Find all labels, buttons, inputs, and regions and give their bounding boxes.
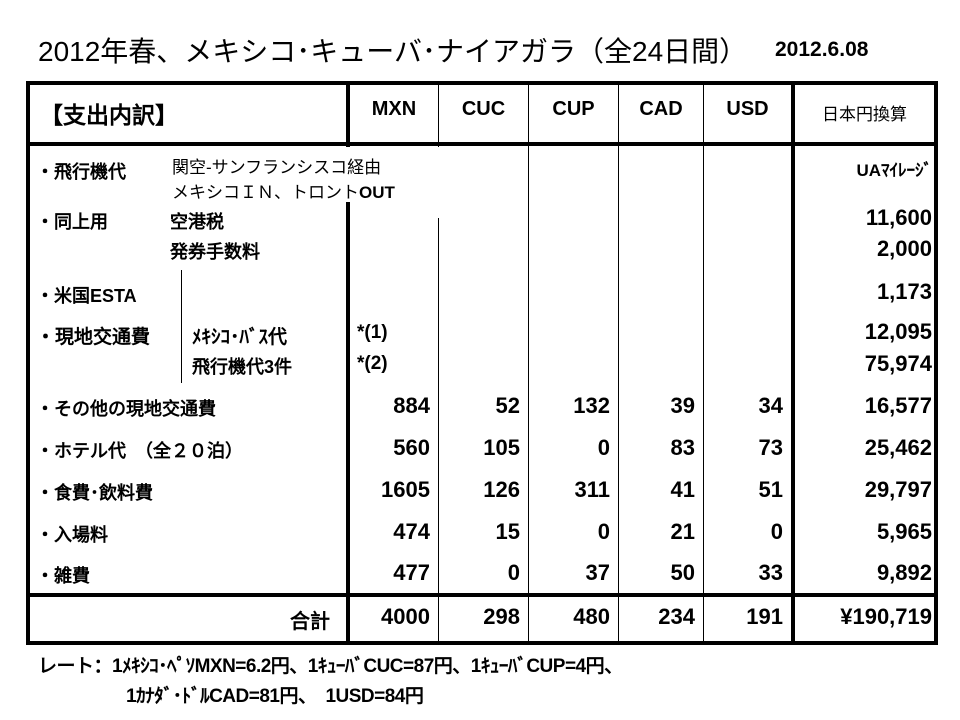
row-label-flight: ・飛行機代 (36, 162, 126, 182)
ticket-fee-label: 発券手数料 (170, 242, 260, 262)
header-divider (26, 142, 938, 146)
ref-2: *(2) (357, 353, 388, 374)
table-border-bottom (26, 641, 938, 645)
col-header-usd: USD (726, 98, 769, 120)
airport-tax-label: 空港税 (170, 212, 224, 232)
cell-usd: 51 (758, 477, 783, 502)
flight-inout-note: メキシコＩＮ、トロント (172, 183, 359, 202)
col-divider (346, 81, 350, 147)
row-label: ・雑費 (36, 566, 90, 586)
table-border-left (26, 81, 30, 645)
cell-cad: 50 (670, 560, 695, 585)
flight-jpy: UAﾏｲﾚｰｼﾞ (856, 161, 932, 180)
cell-mxn: 474 (393, 519, 430, 544)
cell-usd: 33 (758, 560, 783, 585)
ref-1: *(1) (357, 322, 388, 343)
flight3-label: 飛行機代3件 (192, 357, 293, 377)
cell-cad: 83 (670, 435, 695, 460)
exchange-rates: レート：1ﾒｷｼｺ･ﾍﾟｿMXN=6.2円、1ｷｭｰﾊﾞCUC=87円、1ｷｭｰ… (38, 652, 623, 712)
total-label: 合計 (290, 611, 330, 633)
col-header-cad: CAD (639, 98, 683, 120)
cell-usd: 73 (758, 435, 783, 460)
cell-cuc: 126 (483, 477, 520, 502)
col-divider (703, 81, 704, 645)
cell-cuc: 52 (495, 393, 520, 418)
cell-cad: 39 (670, 393, 695, 418)
total-jpy: ¥190,719 (840, 604, 932, 629)
total-mxn: 4000 (381, 604, 430, 629)
total-divider (26, 593, 938, 597)
ticket-fee-jpy: 2,000 (876, 236, 932, 261)
header-label: 【支出内訳】 (40, 102, 178, 128)
row-label: ・その他の現地交通費 (36, 399, 216, 419)
total-cuc: 298 (483, 604, 520, 629)
col-divider (346, 202, 350, 645)
flight-out-note: OUT (359, 183, 395, 202)
rate-line-1: レート：1ﾒｷｼｺ･ﾍﾟｿMXN=6.2円、1ｷｭｰﾊﾞCUC=87円、1ｷｭｰ… (38, 656, 623, 677)
col-header-cup: CUP (552, 98, 595, 120)
page-title: 2012年春、メキシコ･キューバ･ナイアガラ（全24日間） (38, 36, 748, 67)
cell-jpy: 5,965 (876, 519, 932, 544)
col-divider (618, 81, 619, 645)
row-label-transport: ・現地交通費 (36, 327, 151, 348)
cell-cuc: 0 (507, 560, 520, 585)
table-border-top (26, 81, 938, 85)
row-label: ・入場料 (36, 525, 108, 545)
cell-jpy: 16,577 (864, 393, 932, 418)
date: 2012.6.08 (775, 38, 869, 61)
row-label: ・食費･飲料費 (36, 483, 153, 503)
col-header-jpy: 日本円換算 (822, 105, 907, 124)
col-divider (528, 81, 529, 645)
col-divider (791, 81, 795, 645)
cell-cup: 0 (597, 435, 610, 460)
table-border-right (934, 81, 938, 645)
esta-jpy: 1,173 (876, 279, 932, 304)
cell-usd: 0 (770, 519, 783, 544)
bus-fare-label: ﾒｷｼｺ･ﾊﾞｽ代 (192, 327, 288, 348)
flight-route-note: 関空‐サンフランシスコ経由 (172, 158, 382, 177)
cell-mxn: 560 (393, 435, 430, 460)
cell-jpy: 9,892 (876, 560, 932, 585)
cell-cup: 37 (585, 560, 610, 585)
row-label: ・ホテル代 （全２０泊） (36, 441, 243, 461)
cell-cup: 0 (597, 519, 610, 544)
flight3-jpy: 75,974 (864, 351, 932, 376)
cell-mxn: 477 (393, 560, 430, 585)
cell-mxn: 884 (393, 393, 430, 418)
cell-cup: 311 (574, 477, 611, 502)
cell-cuc: 105 (483, 435, 520, 460)
cell-cuc: 15 (495, 519, 520, 544)
cell-jpy: 25,462 (864, 435, 932, 460)
col-divider (438, 81, 439, 147)
col-header-cuc: CUC (461, 98, 506, 120)
col-divider (438, 218, 439, 645)
airport-tax-jpy: 11,600 (865, 205, 932, 230)
total-cup: 480 (573, 604, 610, 629)
cell-cad: 41 (670, 477, 695, 502)
row-label-airport: ・同上用 (36, 212, 108, 232)
cell-cup: 132 (573, 393, 610, 418)
col-header-mxn: MXN (371, 98, 417, 120)
total-usd: 191 (746, 604, 783, 629)
bus-fare-jpy: 12,095 (864, 319, 932, 344)
cell-mxn: 1605 (381, 477, 430, 502)
total-cad: 234 (658, 604, 695, 629)
cell-jpy: 29,797 (864, 477, 932, 502)
sub-divider (181, 270, 182, 383)
cell-usd: 34 (758, 393, 783, 418)
cell-cad: 21 (670, 519, 695, 544)
row-label-esta: ・米国ESTA (36, 286, 137, 306)
rate-line-2: 1ｶﾅﾀﾞ･ﾄﾞﾙCAD=81円、 1USD=84円 (126, 686, 424, 707)
